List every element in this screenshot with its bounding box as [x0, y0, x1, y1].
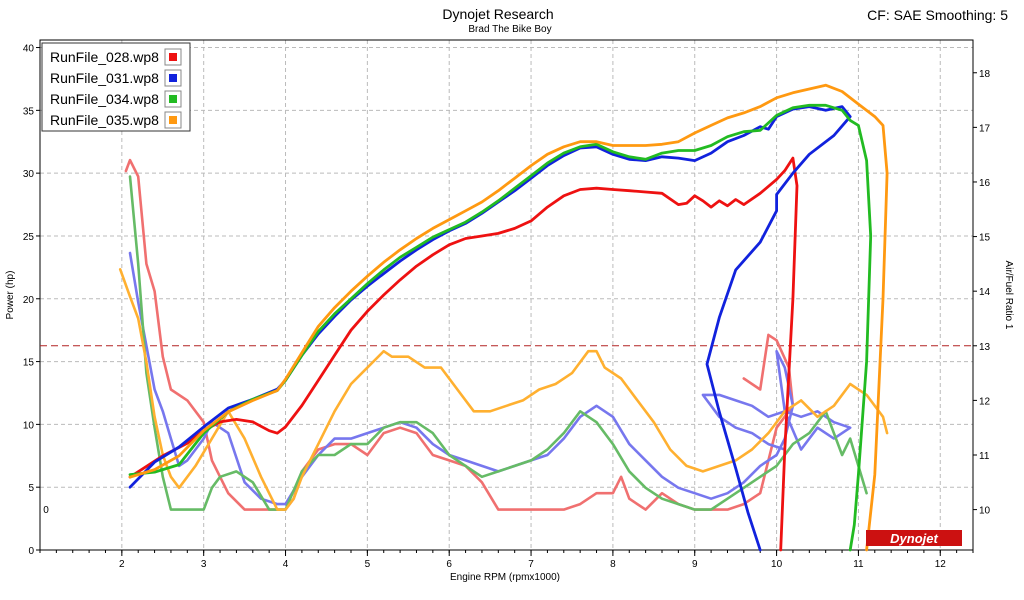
legend: RunFile_028.wp8 RunFile_031.wp8 RunFile_03… — [41, 42, 191, 132]
y-zero-label: 0 — [43, 505, 49, 516]
afr-line-RunFile_034.wp8 — [128, 175, 868, 511]
legend-swatch — [169, 53, 177, 61]
y-tick-label: 5 — [28, 483, 34, 494]
x-tick-label: 7 — [528, 559, 534, 570]
logo-background — [866, 530, 962, 546]
y2-tick-label: 18 — [979, 69, 991, 80]
x-tick-label: 3 — [201, 559, 207, 570]
y2-tick-label: 13 — [979, 342, 991, 353]
x-tick-label: 10 — [771, 559, 783, 570]
legend-swatch — [169, 95, 177, 103]
y-tick-label: 10 — [23, 420, 35, 431]
y2-tick-label: 15 — [979, 233, 991, 244]
power-line-RunFile_031.wp8 — [128, 105, 852, 552]
y2-tick-label: 12 — [979, 396, 991, 407]
afr-lines — [118, 158, 889, 511]
x-tick-label: 6 — [446, 559, 452, 570]
x-tick-label: 9 — [692, 559, 698, 570]
logo-text: Dynojet — [890, 531, 938, 546]
grid — [40, 40, 973, 550]
x-tick-label: 5 — [365, 559, 371, 570]
x-tick-label: 8 — [610, 559, 616, 570]
y2-tick-label: 17 — [979, 123, 991, 134]
legend-label: RunFile_031.wp8 — [50, 70, 159, 86]
x-tick-label: 12 — [935, 559, 947, 570]
power-line-RunFile_035.wp8 — [128, 83, 889, 552]
y-tick-label: 15 — [23, 358, 35, 369]
afr-line-RunFile_031.wp8 — [128, 251, 852, 506]
y2-tick-label: 10 — [979, 506, 991, 517]
chart-subtitle: Brad The Bike Boy — [468, 24, 551, 35]
afr-line-RunFile_035.wp8 — [118, 268, 889, 511]
chart-title: Dynojet Research — [442, 6, 553, 22]
y-tick-label: 0 — [28, 546, 34, 557]
legend-label: RunFile_028.wp8 — [50, 49, 159, 65]
cf-smoothing-text: CF: SAE Smoothing: 5 — [867, 7, 1008, 23]
power-line-RunFile_034.wp8 — [128, 103, 873, 552]
legend-label: RunFile_034.wp8 — [50, 91, 159, 107]
y-tick-label: 25 — [23, 232, 35, 243]
x-axis-title: Engine RPM (rpmx1000) — [450, 572, 560, 583]
axes: 2 3 4 5 6 7 8 9 10 11 1205101520253035401011121314… — [23, 39, 991, 570]
plot-frame — [39, 39, 974, 551]
y2-tick-label: 14 — [979, 287, 991, 298]
y-tick-label: 20 — [23, 295, 35, 306]
y-tick-label: 30 — [23, 169, 35, 180]
y-tick-label: 35 — [23, 106, 35, 117]
x-tick-label: 11 — [853, 559, 864, 570]
power-line-RunFile_028.wp8 — [128, 156, 799, 552]
y2-tick-label: 11 — [979, 451, 990, 462]
x-tick-label: 4 — [283, 559, 289, 570]
power-lines — [128, 83, 889, 552]
x-tick-label: 2 — [119, 559, 125, 570]
legend-swatch — [169, 116, 177, 124]
y-tick-label: 40 — [23, 44, 35, 55]
y2-tick-label: 16 — [979, 178, 991, 189]
y2-axis-title: Air/Fuel Ratio 1 — [1003, 261, 1014, 330]
legend-label: RunFile_035.wp8 — [50, 112, 159, 128]
dynojet-logo: Dynojet — [866, 530, 962, 546]
legend-swatch — [169, 74, 177, 82]
y-axis-title: Power (hp) — [5, 271, 16, 320]
